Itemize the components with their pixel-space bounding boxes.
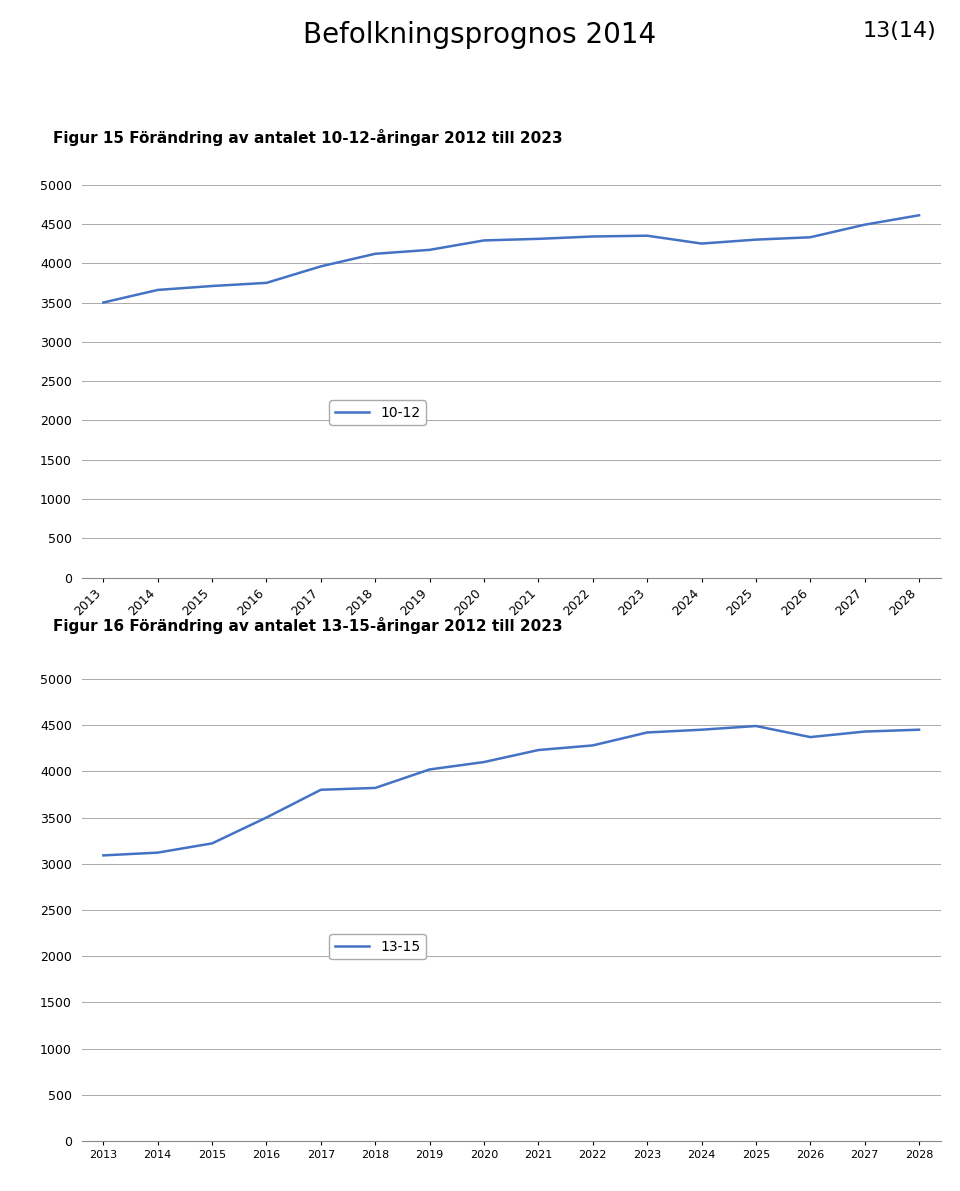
Legend: 13-15: 13-15 xyxy=(329,934,426,960)
Text: Figur 15 Förändring av antalet 10-12-åringar 2012 till 2023: Figur 15 Förändring av antalet 10-12-åri… xyxy=(53,130,563,146)
Text: Befolkningsprognos 2014: Befolkningsprognos 2014 xyxy=(303,21,657,50)
Legend: 10-12: 10-12 xyxy=(329,400,426,425)
Text: 13(14): 13(14) xyxy=(862,21,936,42)
Text: Figur 16 Förändring av antalet 13-15-åringar 2012 till 2023: Figur 16 Förändring av antalet 13-15-åri… xyxy=(53,617,563,634)
